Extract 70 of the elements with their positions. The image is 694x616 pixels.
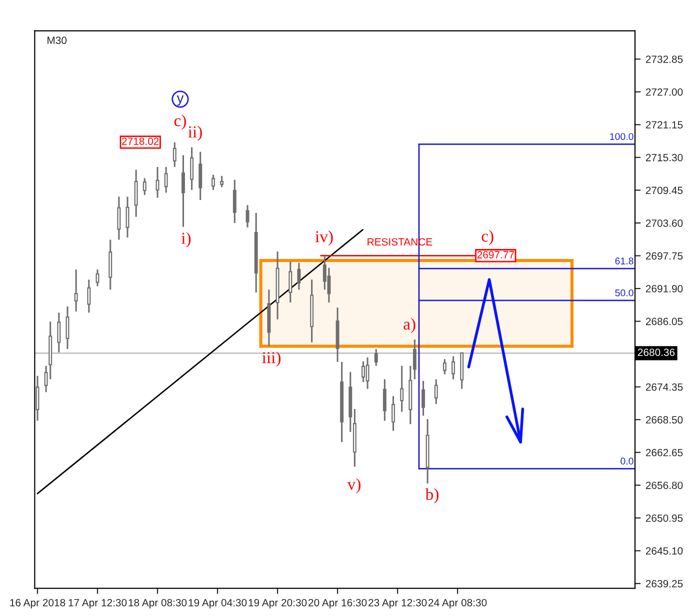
- x-tick-label: 23 Apr 12:30: [368, 598, 427, 608]
- y-tick-label: 2662.65: [646, 448, 683, 456]
- candlestick: [57, 312, 61, 354]
- annotation: 100.0: [610, 133, 634, 140]
- candlestick: [87, 278, 91, 314]
- y-tick-label: 2732.85: [646, 56, 683, 63]
- y-tick-label: 2668.50: [646, 416, 683, 424]
- annotation: c): [482, 230, 494, 246]
- candlestick: [190, 146, 194, 191]
- annotation: 50.0: [615, 289, 634, 296]
- annotation: a): [404, 318, 416, 334]
- y-tick-label: 2639.25: [646, 580, 683, 588]
- y-tick-label: 2727.00: [646, 88, 683, 96]
- y-tick-label: 2709.45: [646, 186, 683, 194]
- y-tick-label: 2703.60: [646, 219, 683, 227]
- candlestick: [220, 175, 224, 188]
- x-tick-label: 19 Apr 20:30: [248, 598, 307, 608]
- annotation: iii): [262, 352, 281, 367]
- y-tick-label: 2691.90: [646, 285, 683, 292]
- candlestick: [232, 179, 236, 224]
- annotation: b): [425, 488, 438, 504]
- y-tick-label: 2656.80: [646, 482, 683, 490]
- candlestick: [164, 166, 168, 194]
- candlestick: [198, 151, 202, 201]
- y-tick-label: 2715.30: [646, 154, 683, 162]
- y-tick-label: 2650.95: [646, 514, 683, 522]
- candlestick: [366, 356, 370, 390]
- annotation: 2718.02: [122, 138, 159, 145]
- candlestick: [211, 174, 215, 191]
- annotation: i): [181, 232, 191, 248]
- candlestick: [181, 154, 185, 228]
- candlestick: [288, 260, 292, 304]
- x-tick-label: 18 Apr 08:30: [128, 598, 187, 608]
- candlestick: [382, 378, 386, 422]
- x-tick-label: 17 Apr 12:30: [68, 598, 127, 608]
- candlestick: [117, 196, 121, 241]
- y-tick-label: 2697.75: [646, 252, 683, 260]
- y-tick-label: 2674.35: [646, 383, 683, 391]
- annotation: 0.0: [620, 458, 634, 465]
- x-tick-label: 19 Apr 04:30: [188, 598, 247, 608]
- candlestick: [142, 177, 146, 196]
- chart-title: M30: [48, 36, 67, 44]
- annotation: y: [176, 95, 184, 106]
- annotation: ii): [188, 126, 202, 141]
- candlestick: [442, 358, 446, 376]
- annotation: c): [174, 114, 186, 130]
- annotation: iv): [315, 230, 333, 246]
- y-tick-label: 2645.10: [646, 547, 683, 555]
- candlestick: [374, 348, 378, 367]
- candlestick: [297, 262, 301, 290]
- annotation: v): [347, 478, 360, 494]
- x-tick-label: 16 Apr 2018: [10, 598, 66, 608]
- candlestick: [422, 380, 425, 416]
- candlestick: [74, 268, 78, 312]
- ref-line-label: 2697.77: [477, 251, 514, 258]
- candlestick: [246, 204, 250, 228]
- y-tick-label: 2721.15: [646, 121, 683, 129]
- x-tick-label: 24 Apr 08:30: [428, 598, 487, 608]
- y-tick-label: 2686.05: [646, 318, 683, 326]
- candlestick: [96, 268, 100, 288]
- annotation: 61.8: [615, 258, 634, 264]
- candlestick: [412, 338, 416, 380]
- candlestick: [392, 395, 395, 432]
- candlestick: [400, 365, 404, 413]
- ref-line-label: 2680.36: [638, 348, 675, 356]
- candlestick: [434, 378, 438, 405]
- candlestick: [134, 168, 138, 218]
- candlestick: [452, 356, 455, 380]
- x-tick-label: 20 Apr 16:30: [308, 598, 367, 608]
- candlestick: [172, 142, 176, 168]
